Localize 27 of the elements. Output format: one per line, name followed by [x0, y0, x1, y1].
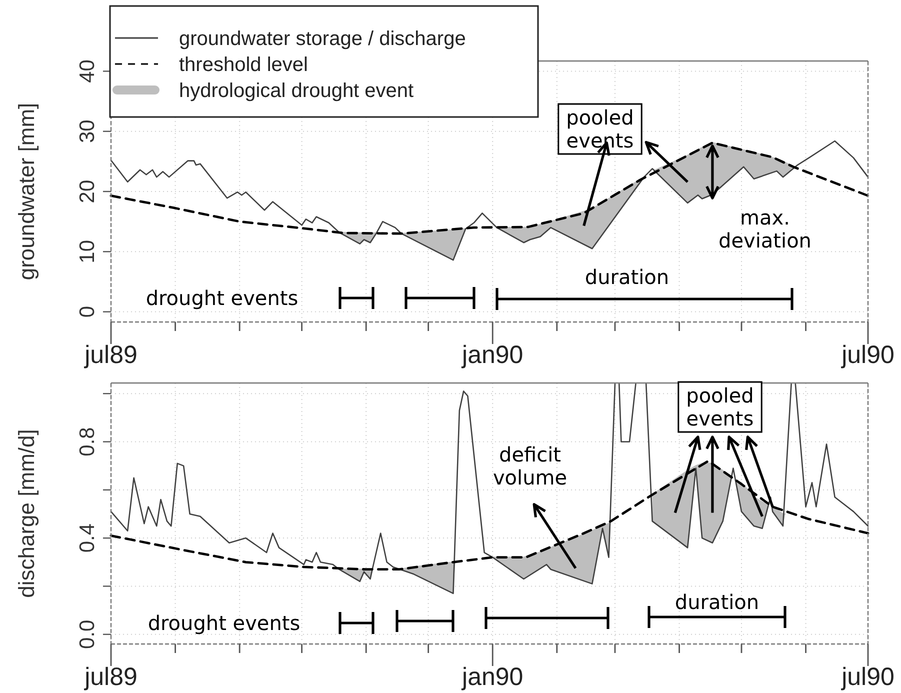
x-tick-label: jul90: [840, 341, 894, 369]
annotation: duration: [584, 265, 670, 289]
annotation: max. deviation: [718, 206, 812, 252]
y-tick-label: 0.0: [76, 620, 99, 649]
y-tick-label: 30: [76, 120, 99, 144]
x-tick-label: jul90: [840, 663, 894, 691]
x-tick-label: jan90: [461, 341, 524, 369]
y-tick-label: 40: [76, 60, 99, 83]
y-axis-title: groundwater [mm]: [14, 102, 39, 280]
y-tick-label: 0.4: [76, 523, 99, 553]
annotation: pooled events: [686, 384, 754, 430]
y-tick-label: 0.8: [76, 427, 99, 456]
annotation: pooled events: [566, 106, 634, 152]
y-tick-label: 20: [76, 180, 99, 204]
x-tick-label: jul89: [84, 663, 138, 691]
annotation: drought events: [146, 286, 298, 310]
legend-label: hydrological drought event: [179, 80, 414, 102]
y-tick-label: 0: [76, 306, 99, 318]
legend-label: groundwater storage / discharge: [179, 28, 466, 50]
y-tick-label: 10: [76, 240, 99, 264]
annotation: deficit volume: [492, 442, 568, 490]
annotation: drought events: [148, 611, 300, 635]
annotation: duration: [674, 590, 760, 614]
y-axis-title: discharge [mm/d]: [14, 429, 39, 598]
x-tick-label: jan90: [461, 663, 524, 691]
x-tick-label: jul89: [84, 341, 138, 369]
legend-label: threshold level: [179, 54, 308, 76]
